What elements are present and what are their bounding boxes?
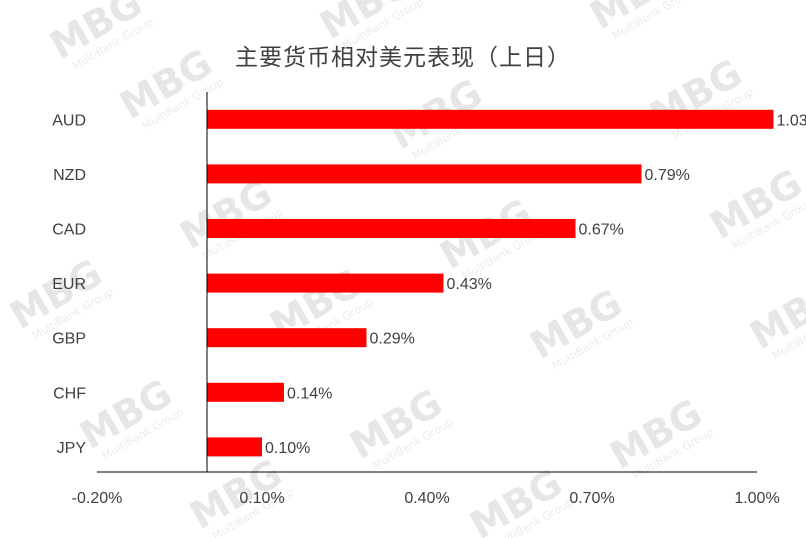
category-label: NZD [53, 167, 86, 184]
bar-gbp [207, 328, 367, 348]
category-label: EUR [52, 276, 86, 293]
bar-aud [207, 109, 774, 129]
bar-nzd [207, 164, 642, 184]
category-label: AUD [52, 112, 86, 129]
x-tick-label: 1.00% [734, 490, 779, 507]
x-tick-label: 0.70% [569, 490, 614, 507]
bar-eur [207, 273, 444, 293]
chart-title: 主要货币相对美元表现（上日） [235, 45, 571, 71]
x-tick-label: -0.20% [72, 490, 123, 507]
category-label: CAD [52, 222, 86, 239]
data-label: 0.10% [265, 440, 310, 457]
bar-jpy [207, 437, 262, 457]
bars-layer: AUD 1.03% NZD 0.79% CAD 0.67% EUR 0.43% GBP 0.29%… [52, 109, 806, 457]
category-label: GBP [52, 331, 86, 348]
data-label: 0.79% [645, 167, 690, 184]
data-label: 0.14% [287, 385, 332, 402]
x-tick-label: 0.40% [404, 490, 449, 507]
bar-chf [207, 382, 284, 402]
category-label: JPY [57, 440, 87, 457]
data-label: 1.03% [777, 112, 806, 129]
axis-layer: -0.20% 0.10% 0.40% 0.70% 1.00% [72, 92, 780, 507]
data-label: 0.67% [579, 222, 624, 239]
data-label: 0.43% [447, 276, 492, 293]
category-label: CHF [53, 385, 86, 402]
data-label: 0.29% [370, 331, 415, 348]
x-tick-label: 0.10% [239, 490, 284, 507]
bar-cad [207, 219, 576, 238]
